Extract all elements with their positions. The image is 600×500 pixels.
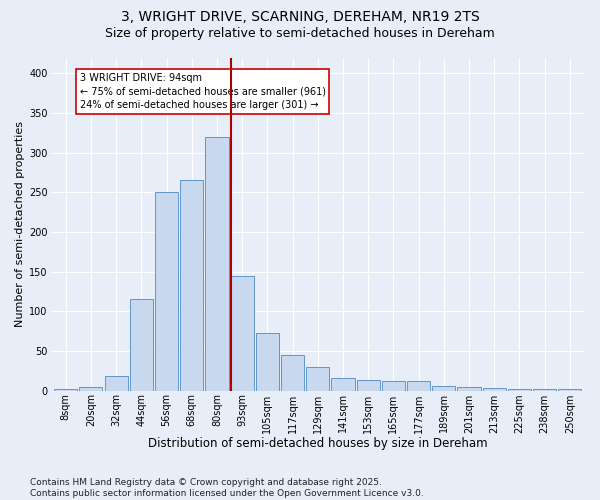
Text: 3 WRIGHT DRIVE: 94sqm
← 75% of semi-detached houses are smaller (961)
24% of sem: 3 WRIGHT DRIVE: 94sqm ← 75% of semi-deta…	[80, 74, 326, 110]
Bar	[533, 389, 556, 390]
Bar	[356, 380, 380, 390]
Bar	[79, 388, 103, 390]
Bar	[558, 389, 581, 390]
Bar	[230, 276, 254, 390]
Bar	[331, 378, 355, 390]
Y-axis label: Number of semi-detached properties: Number of semi-detached properties	[15, 121, 25, 327]
Bar	[256, 332, 279, 390]
Bar	[180, 180, 203, 390]
Bar	[130, 300, 153, 390]
Bar	[54, 389, 77, 390]
Bar	[281, 355, 304, 390]
Bar	[407, 381, 430, 390]
Bar	[432, 386, 455, 390]
Text: Contains HM Land Registry data © Crown copyright and database right 2025.
Contai: Contains HM Land Registry data © Crown c…	[30, 478, 424, 498]
Bar	[508, 389, 531, 390]
Text: 3, WRIGHT DRIVE, SCARNING, DEREHAM, NR19 2TS: 3, WRIGHT DRIVE, SCARNING, DEREHAM, NR19…	[121, 10, 479, 24]
Bar	[205, 137, 229, 390]
Text: Size of property relative to semi-detached houses in Dereham: Size of property relative to semi-detach…	[105, 28, 495, 40]
Bar	[382, 381, 405, 390]
X-axis label: Distribution of semi-detached houses by size in Dereham: Distribution of semi-detached houses by …	[148, 437, 488, 450]
Bar	[306, 367, 329, 390]
Bar	[482, 388, 506, 390]
Bar	[104, 376, 128, 390]
Bar	[457, 388, 481, 390]
Bar	[155, 192, 178, 390]
